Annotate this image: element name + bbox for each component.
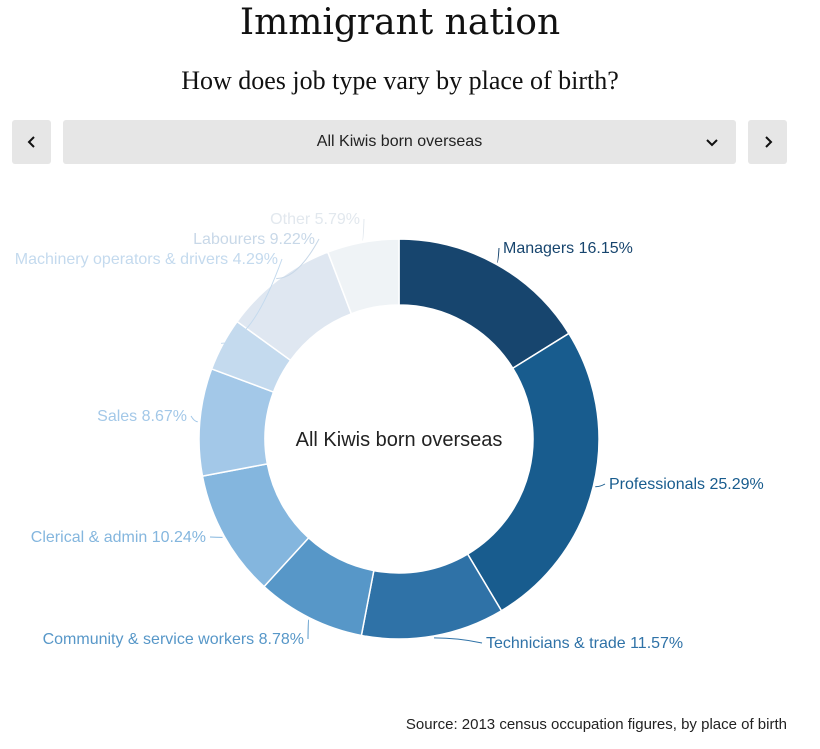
slice-other[interactable] (326, 238, 400, 315)
leader-line (595, 483, 606, 488)
chevron-down-icon (706, 139, 718, 147)
slice-label: Machinery operators & drivers 4.29% (15, 251, 278, 268)
slice-professionals[interactable] (466, 332, 600, 612)
leader-line (190, 415, 198, 423)
leader-line (496, 247, 500, 263)
slice-label: Clerical & admin 10.24% (31, 529, 206, 546)
slice-label: Sales 8.67% (97, 408, 187, 425)
previous-button[interactable] (12, 120, 51, 164)
page-title: Immigrant nation (239, 2, 561, 43)
chevron-right-icon (764, 136, 772, 148)
leader-line (434, 637, 483, 644)
leader-line (221, 258, 283, 344)
leader-line (361, 218, 365, 241)
page-subtitle: How does job type vary by place of birth… (181, 66, 619, 95)
place-of-birth-select[interactable]: All Kiwis born overseas (63, 120, 736, 164)
slice-label: Technicians & trade 11.57% (486, 635, 683, 652)
slice-label: Other 5.79% (270, 211, 360, 228)
slice-label: Labourers 9.22% (193, 231, 315, 248)
chevron-left-icon (27, 136, 35, 148)
slice-label: Professionals 25.29% (609, 476, 764, 493)
selected-value: All Kiwis born overseas (316, 133, 483, 150)
source-note: Source: 2013 census occupation figures, … (405, 716, 787, 733)
leader-line (276, 238, 320, 280)
next-button[interactable] (748, 120, 787, 164)
donut-center-label: All Kiwis born overseas (296, 429, 503, 451)
slice-label: Managers 16.15% (503, 240, 633, 257)
donut-chart: Managers 16.15% Professionals 25.29% Techn… (15, 211, 764, 652)
slice-label: Community & service workers 8.78% (43, 631, 304, 648)
